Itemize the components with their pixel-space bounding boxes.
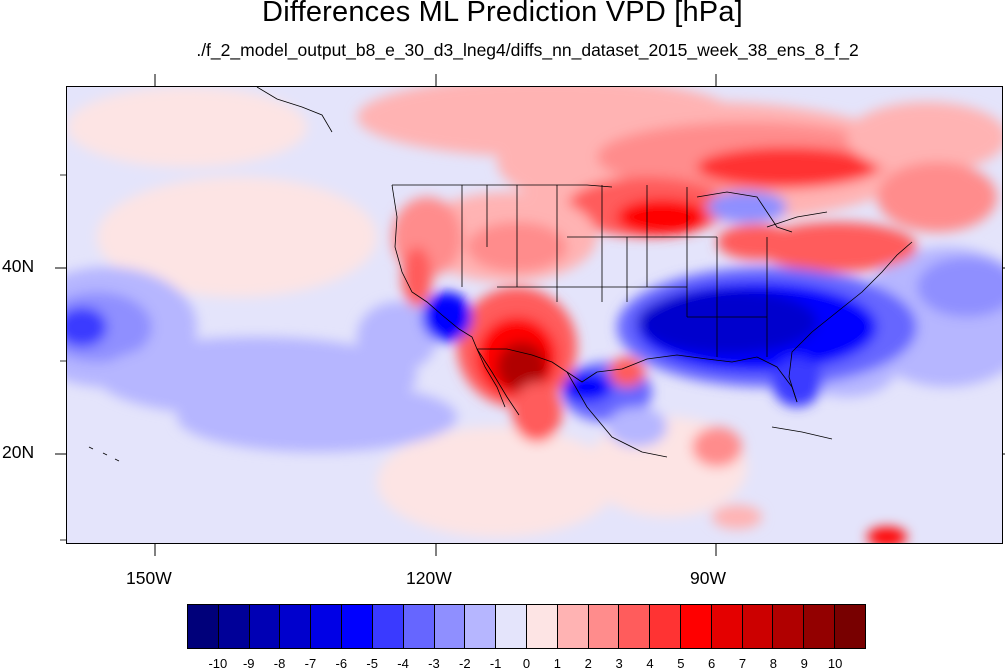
colorbar-box (681, 605, 712, 648)
colorbar-label: -2 (458, 656, 471, 671)
colorbar-label: 1 (553, 656, 561, 671)
colorbar-label: 9 (800, 656, 808, 671)
colorbar-label: -10 (208, 656, 228, 671)
colorbar-box (403, 605, 435, 648)
lat-label-20n: 20N (2, 442, 35, 462)
colorbar-label: 10 (827, 656, 843, 671)
colorbar-box (773, 605, 805, 648)
colorbar-label: 3 (615, 656, 623, 671)
lon-label-120w: 120W (406, 568, 452, 588)
colorbar (187, 604, 866, 649)
lat-label-40n: 40N (2, 256, 35, 276)
colorbar-label: 8 (769, 656, 778, 671)
colorbar-label: -5 (366, 656, 378, 671)
colorbar-label: 5 (677, 656, 685, 671)
colorbar-box (218, 605, 250, 648)
plot-subtitle: ./f_2_model_output_b8_e_30_d3_lneg4/diff… (196, 40, 859, 60)
colorbar-label: -8 (273, 656, 286, 671)
colorbar-box (249, 605, 281, 648)
colorbar-box (280, 605, 312, 648)
colorbar-label: -7 (304, 656, 317, 671)
map-panel (66, 86, 1003, 544)
colorbar-box (342, 605, 373, 648)
colorbar-label: 2 (584, 656, 592, 671)
colorbar-label: -1 (489, 656, 502, 671)
colorbar-box (496, 605, 527, 648)
colorbar-box (526, 605, 558, 648)
colorbar-box (711, 605, 743, 648)
lon-label-150w: 150W (126, 568, 172, 588)
colorbar-label: 4 (646, 656, 654, 671)
colorbar-box (557, 605, 589, 648)
colorbar-label: -3 (428, 656, 440, 671)
colorbar-box (650, 605, 681, 648)
colorbar-box (742, 605, 774, 648)
colorbar-label: 0 (522, 656, 531, 671)
colorbar-label: 6 (708, 656, 716, 671)
plot-title: Differences ML Prediction VPD [hPa] (262, 0, 743, 28)
colorbar-box (619, 605, 651, 648)
colorbar-box (804, 605, 836, 648)
colorbar-label: -4 (397, 656, 409, 671)
colorbar-label: -9 (242, 656, 255, 671)
lon-label-90w: 90W (690, 568, 726, 588)
colorbar-box (188, 605, 219, 648)
colorbar-label: 7 (738, 656, 747, 671)
colorbar-box (835, 605, 865, 648)
colorbar-box (311, 605, 343, 648)
colorbar-label: -6 (335, 656, 348, 671)
colorbar-box (372, 605, 404, 648)
colorbar-box (588, 605, 620, 648)
vpd-difference-field (67, 87, 1002, 543)
colorbar-box (434, 605, 466, 648)
colorbar-box (465, 605, 497, 648)
